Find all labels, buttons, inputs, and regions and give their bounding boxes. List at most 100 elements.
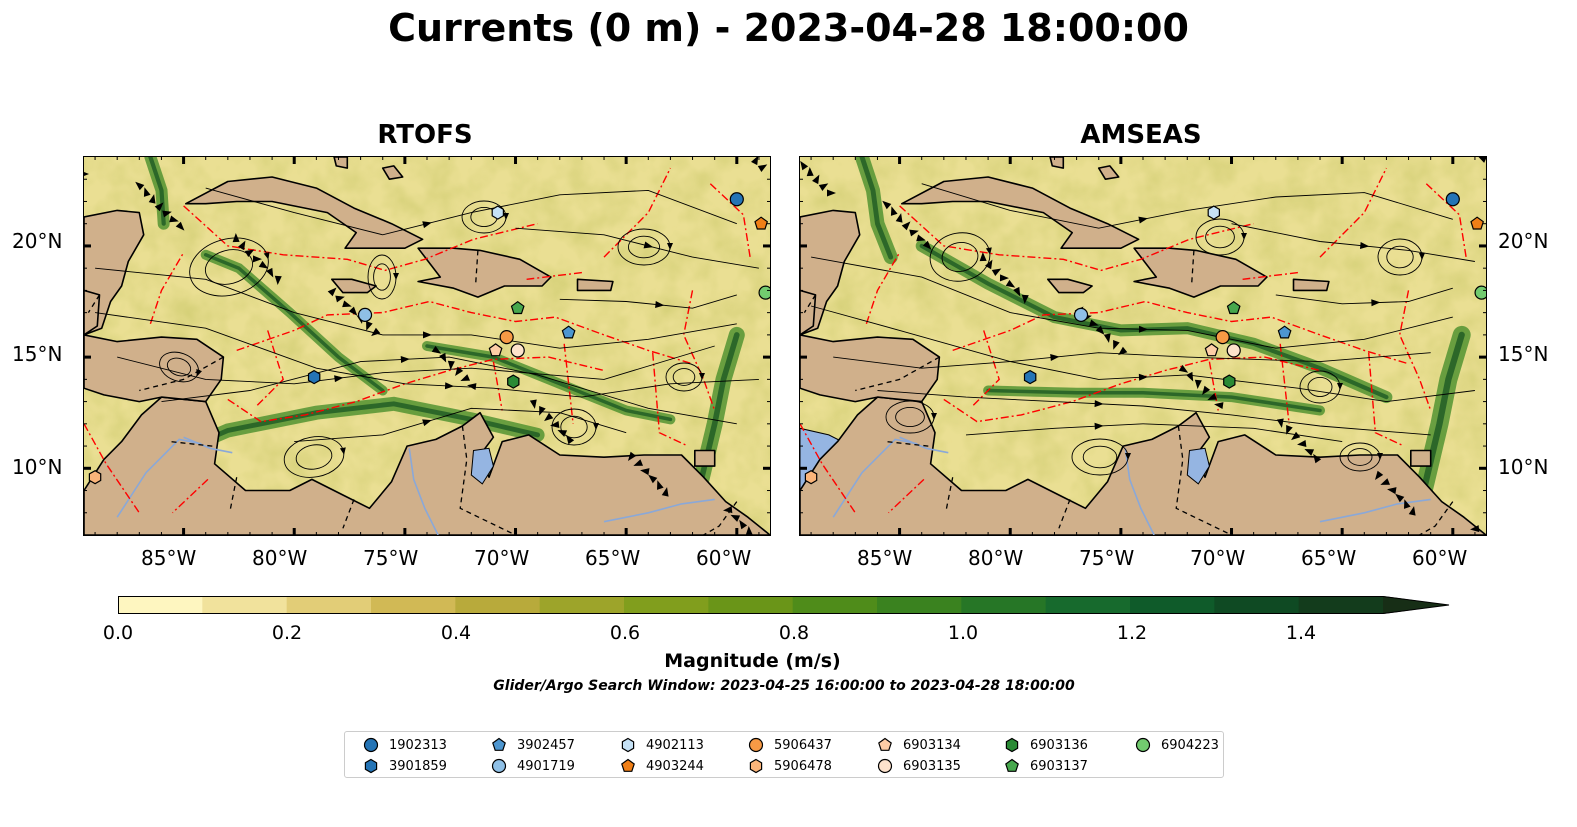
streamline-arrow xyxy=(812,174,820,185)
streamline-arrow xyxy=(739,519,748,530)
streamline-arrow xyxy=(1186,371,1194,382)
streamline-arrow xyxy=(1403,499,1411,509)
lon-tick-label: 85°W xyxy=(141,546,197,570)
streamline-arrow xyxy=(999,274,1009,282)
land-polygon xyxy=(333,157,349,169)
streamline-eddy xyxy=(1377,238,1425,276)
streamline-arrow xyxy=(806,167,814,177)
colorbar-tick: 1.0 xyxy=(947,622,979,644)
lat-tick-label: 20°N xyxy=(1498,229,1549,253)
streamline-eddy xyxy=(159,351,202,383)
streamline-arrow xyxy=(895,213,903,223)
circle-marker-icon xyxy=(877,758,893,774)
circle-marker-icon xyxy=(1135,737,1151,753)
search-window-caption: Glider/Argo Search Window: 2023-04-25 16… xyxy=(493,678,1075,694)
colorbar-bin xyxy=(1298,596,1384,614)
colorbar-extend-triangle xyxy=(1383,596,1449,614)
float-marker-6903135 xyxy=(510,343,525,358)
country-border xyxy=(229,477,238,511)
legend-entry-label: 5906437 xyxy=(774,737,832,753)
streamline xyxy=(205,187,737,236)
streamline-arrow xyxy=(348,306,358,316)
streamline-arrow xyxy=(1138,325,1148,333)
eez-boundary xyxy=(236,300,693,365)
lon-tick-label: 70°W xyxy=(1190,546,1246,570)
streamline-arrow xyxy=(745,526,753,535)
country-border xyxy=(139,356,224,392)
float-marker-5906437 xyxy=(499,330,514,345)
country-border xyxy=(803,294,817,313)
eez-boundary xyxy=(1368,352,1405,447)
float-marker-6903134 xyxy=(1204,343,1219,357)
legend-entry: 3901859 xyxy=(363,758,447,774)
land-polygon xyxy=(331,278,377,294)
country-border xyxy=(886,440,929,447)
hexagon-marker-icon xyxy=(749,758,763,774)
streamline xyxy=(833,352,1431,369)
streamline-arrow xyxy=(1214,402,1224,410)
streamline-arrow xyxy=(991,268,1002,277)
lake-maracaibo xyxy=(1186,447,1210,485)
streamline-arrow xyxy=(1095,325,1105,335)
streamline-arrow xyxy=(655,301,665,308)
streamline-arrow xyxy=(1118,346,1128,356)
float-marker-3901859 xyxy=(1023,369,1037,385)
streamline-arrow xyxy=(1094,400,1104,408)
float-marker-6903135 xyxy=(1226,343,1241,358)
land-polygon xyxy=(1410,449,1432,467)
streamline-arrow xyxy=(169,215,179,223)
eez-boundary xyxy=(899,205,1254,272)
streamline-arrow xyxy=(1408,506,1416,516)
colorbar-tick: 1.4 xyxy=(1285,622,1317,644)
streamline-arrow xyxy=(148,194,156,204)
streamline-arrow xyxy=(162,210,172,218)
streamline-arrow xyxy=(627,451,637,461)
streamline-arrow xyxy=(901,221,911,231)
legend-entry-label: 4901719 xyxy=(517,758,575,774)
streamline xyxy=(161,356,737,425)
legend-entry: 1902313 xyxy=(363,737,447,753)
streamline-eddy xyxy=(1339,442,1383,472)
streamline-arrow xyxy=(1380,478,1391,485)
eez-boundary xyxy=(149,252,185,325)
streamline-arrow xyxy=(1103,333,1111,343)
land-polygon xyxy=(1133,247,1268,298)
streamline-arrow xyxy=(334,375,344,383)
streamline-arrow xyxy=(757,164,768,173)
streamline-arrow xyxy=(922,240,932,250)
colorbar-label: Magnitude (m/s) xyxy=(664,650,841,672)
pentagon-marker-icon xyxy=(621,758,635,772)
float-marker-4902113 xyxy=(1207,205,1220,220)
streamline-arrow xyxy=(447,360,455,370)
hexagon-marker-icon xyxy=(364,758,378,774)
colorbar-bin xyxy=(792,596,878,614)
country-border xyxy=(1191,250,1195,284)
streamline-arrow xyxy=(916,234,926,242)
lon-tick-label: 70°W xyxy=(474,546,530,570)
streamline-arrow xyxy=(1050,354,1060,361)
legend-entry-label: 6903137 xyxy=(1030,758,1088,774)
colorbar-bin xyxy=(1045,596,1131,614)
float-marker-4903244 xyxy=(1470,216,1485,230)
lon-tick-label: 75°W xyxy=(363,546,419,570)
axis-ticks xyxy=(800,157,1486,535)
river xyxy=(183,436,233,454)
eez-boundary xyxy=(952,300,1409,365)
legend-entry: 3902457 xyxy=(491,737,575,753)
streamline-arrow xyxy=(1138,216,1148,224)
pentagon-marker-icon xyxy=(878,737,892,751)
streamline-arrow xyxy=(455,366,464,377)
colorbar-bin xyxy=(539,596,625,614)
colorbar-tick: 0.0 xyxy=(102,622,134,644)
streamline-arrow xyxy=(1395,493,1405,503)
streamline-arrow xyxy=(1013,286,1021,297)
eez-boundary xyxy=(972,330,1000,407)
legend-entry-label: 1902313 xyxy=(389,737,447,753)
river xyxy=(603,498,715,523)
streamline-eddy xyxy=(617,228,673,266)
streamline-arrow xyxy=(640,468,650,476)
streamline-arrow xyxy=(1207,393,1218,400)
streamline xyxy=(965,423,1343,443)
streamline-eddy xyxy=(551,408,599,446)
float-marker-6903136 xyxy=(1223,374,1236,389)
